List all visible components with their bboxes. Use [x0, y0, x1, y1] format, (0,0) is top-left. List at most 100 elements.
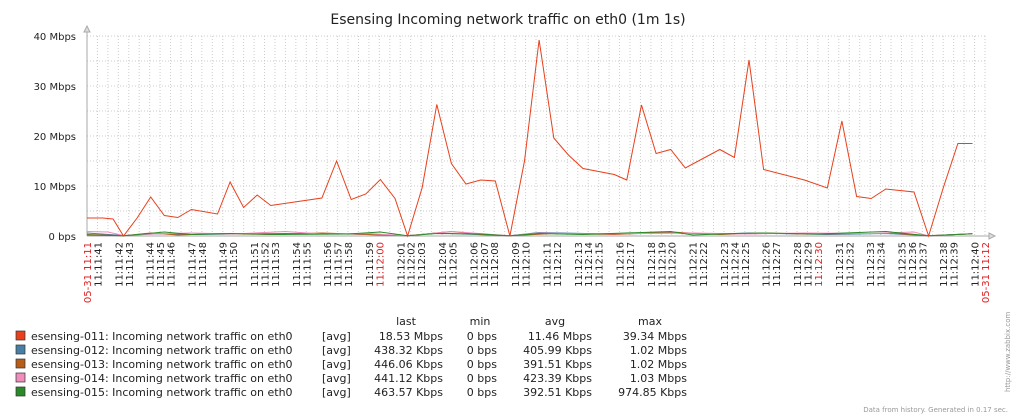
x-tick-label: 11:12:12 [553, 242, 564, 287]
x-tick-label: 11:12:39 [950, 242, 961, 287]
x-tick-label: 11:12:13 [574, 242, 585, 287]
x-tick-label: 11:12:09 [511, 242, 522, 287]
x-tick-label: 11:12:15 [595, 242, 606, 287]
x-tick-label: 11:12:30 [814, 242, 825, 287]
x-tick-label: 11:12:07 [480, 242, 491, 287]
x-tick-label: 11:12:32 [845, 242, 856, 287]
legend-last: 441.12 Kbps [374, 372, 443, 385]
x-tick-label: 11:12:25 [741, 242, 752, 287]
x-tick-label: 11:12:35 [897, 242, 908, 287]
legend-avg: 405.99 Kbps [523, 344, 592, 357]
x-tick-label: 11:11:52 [261, 242, 272, 287]
legend-max: 1.02 Mbps [630, 344, 687, 357]
legend-header: min [470, 315, 491, 328]
x-tick-label: 11:12:17 [626, 242, 637, 287]
legend-func: [avg] [322, 330, 351, 343]
x-tick-label: 11:12:03 [417, 242, 428, 287]
x-tick-label: 11:12:27 [772, 242, 783, 287]
x-tick-label: 11:12:16 [616, 242, 627, 287]
x-tick-label: 11:12:29 [803, 242, 814, 287]
x-tick-label: 11:12:21 [689, 242, 700, 287]
x-tick-label: 11:11:57 [334, 242, 345, 287]
x-tick-label: 11:11:43 [125, 242, 136, 287]
legend-max: 1.03 Mbps [630, 372, 687, 385]
x-tick-label: 11:12:08 [490, 242, 501, 287]
x-tick-label: 11:11:41 [93, 242, 104, 287]
legend-func: [avg] [322, 344, 351, 357]
x-axis-arrow [988, 232, 997, 240]
legend-max: 974.85 Kbps [618, 386, 687, 399]
legend-series-name: esensing-013: Incoming network traffic o… [31, 358, 293, 371]
y-tick-label: 20 Mbps [34, 132, 76, 143]
legend-header: avg [545, 315, 565, 328]
legend-min: 0 bps [467, 386, 497, 399]
x-tick-label: 11:12:23 [720, 242, 731, 287]
x-tick-label: 11:12:26 [762, 242, 773, 287]
legend-min: 0 bps [467, 358, 497, 371]
x-tick-label: 11:12:11 [542, 242, 553, 287]
x-tick-label: 11:12:19 [657, 242, 668, 287]
legend-swatch [15, 330, 26, 341]
x-tick-label: 11:11:54 [292, 242, 303, 287]
x-tick-label: 11:11:45 [156, 242, 167, 287]
legend-last: 438.32 Kbps [374, 344, 443, 357]
x-tick-label: 11:12:28 [793, 242, 804, 287]
x-tick-label: 11:12:06 [469, 242, 480, 287]
legend-func: [avg] [322, 386, 351, 399]
legend-swatch [15, 358, 26, 369]
x-tick-label: 11:12:10 [522, 242, 533, 287]
y-tick-label: 30 Mbps [34, 82, 76, 93]
x-end-label: 05-31 11:12 [981, 242, 992, 303]
y-tick-label: 40 Mbps [34, 32, 76, 43]
legend-min: 0 bps [467, 372, 497, 385]
chart-title: Esensing Incoming network traffic on eth… [330, 12, 685, 28]
x-tick-label: 11:11:46 [167, 242, 178, 287]
x-tick-label: 11:12:33 [866, 242, 877, 287]
x-tick-label: 11:12:38 [939, 242, 950, 287]
x-start-label: 05-31 11:11 [83, 242, 94, 303]
x-tick-label: 11:11:47 [187, 242, 198, 287]
legend-avg: 11.46 Mbps [528, 330, 592, 343]
legend-last: 446.06 Kbps [374, 358, 443, 371]
series-line [87, 39, 973, 238]
legend-series-name: esensing-014: Incoming network traffic o… [31, 372, 293, 385]
legend-avg: 392.51 Kbps [523, 386, 592, 399]
legend-swatch [15, 386, 26, 397]
footer-note: Data from history. Generated in 0.17 sec… [863, 406, 1008, 414]
x-tick-label: 11:12:04 [438, 242, 449, 287]
legend-max: 39.34 Mbps [623, 330, 687, 343]
x-tick-label: 11:12:05 [448, 242, 459, 287]
x-tick-label: 11:11:55 [302, 242, 313, 287]
x-tick-label: 11:12:40 [971, 242, 982, 287]
legend-swatch [15, 344, 26, 355]
y-tick-label: 10 Mbps [34, 182, 76, 193]
series-line [86, 230, 973, 237]
x-tick-label: 11:11:53 [271, 242, 282, 287]
legend-min: 0 bps [467, 344, 497, 357]
legend-last: 463.57 Kbps [374, 386, 443, 399]
x-tick-label: 11:12:14 [584, 242, 595, 287]
x-tick-label: 11:12:36 [908, 242, 919, 287]
legend-last: 18.53 Mbps [379, 330, 443, 343]
legend-avg: 423.39 Kbps [523, 372, 592, 385]
legend-swatch [15, 372, 26, 383]
x-tick-label: 11:11:49 [219, 242, 230, 287]
legend-series-name: esensing-015: Incoming network traffic o… [31, 386, 293, 399]
x-tick-label: 11:12:18 [647, 242, 658, 287]
x-tick-label: 11:12:01 [396, 242, 407, 287]
x-tick-label: 11:12:22 [699, 242, 710, 287]
watermark: http://www.zabbix.com [1004, 312, 1012, 392]
x-tick-label: 11:12:02 [407, 242, 418, 287]
x-tick-label: 11:12:20 [668, 242, 679, 287]
x-tick-label: 11:11:58 [344, 242, 355, 287]
x-tick-label: 11:12:24 [730, 242, 741, 287]
y-axis-arrow [83, 24, 91, 33]
legend-series-name: esensing-011: Incoming network traffic o… [31, 330, 293, 343]
legend-func: [avg] [322, 372, 351, 385]
x-tick-label: 11:11:48 [198, 242, 209, 287]
y-tick-label: 0 bps [49, 232, 76, 243]
x-tick-label: 11:11:56 [323, 242, 334, 287]
x-tick-label: 11:11:59 [365, 242, 376, 287]
